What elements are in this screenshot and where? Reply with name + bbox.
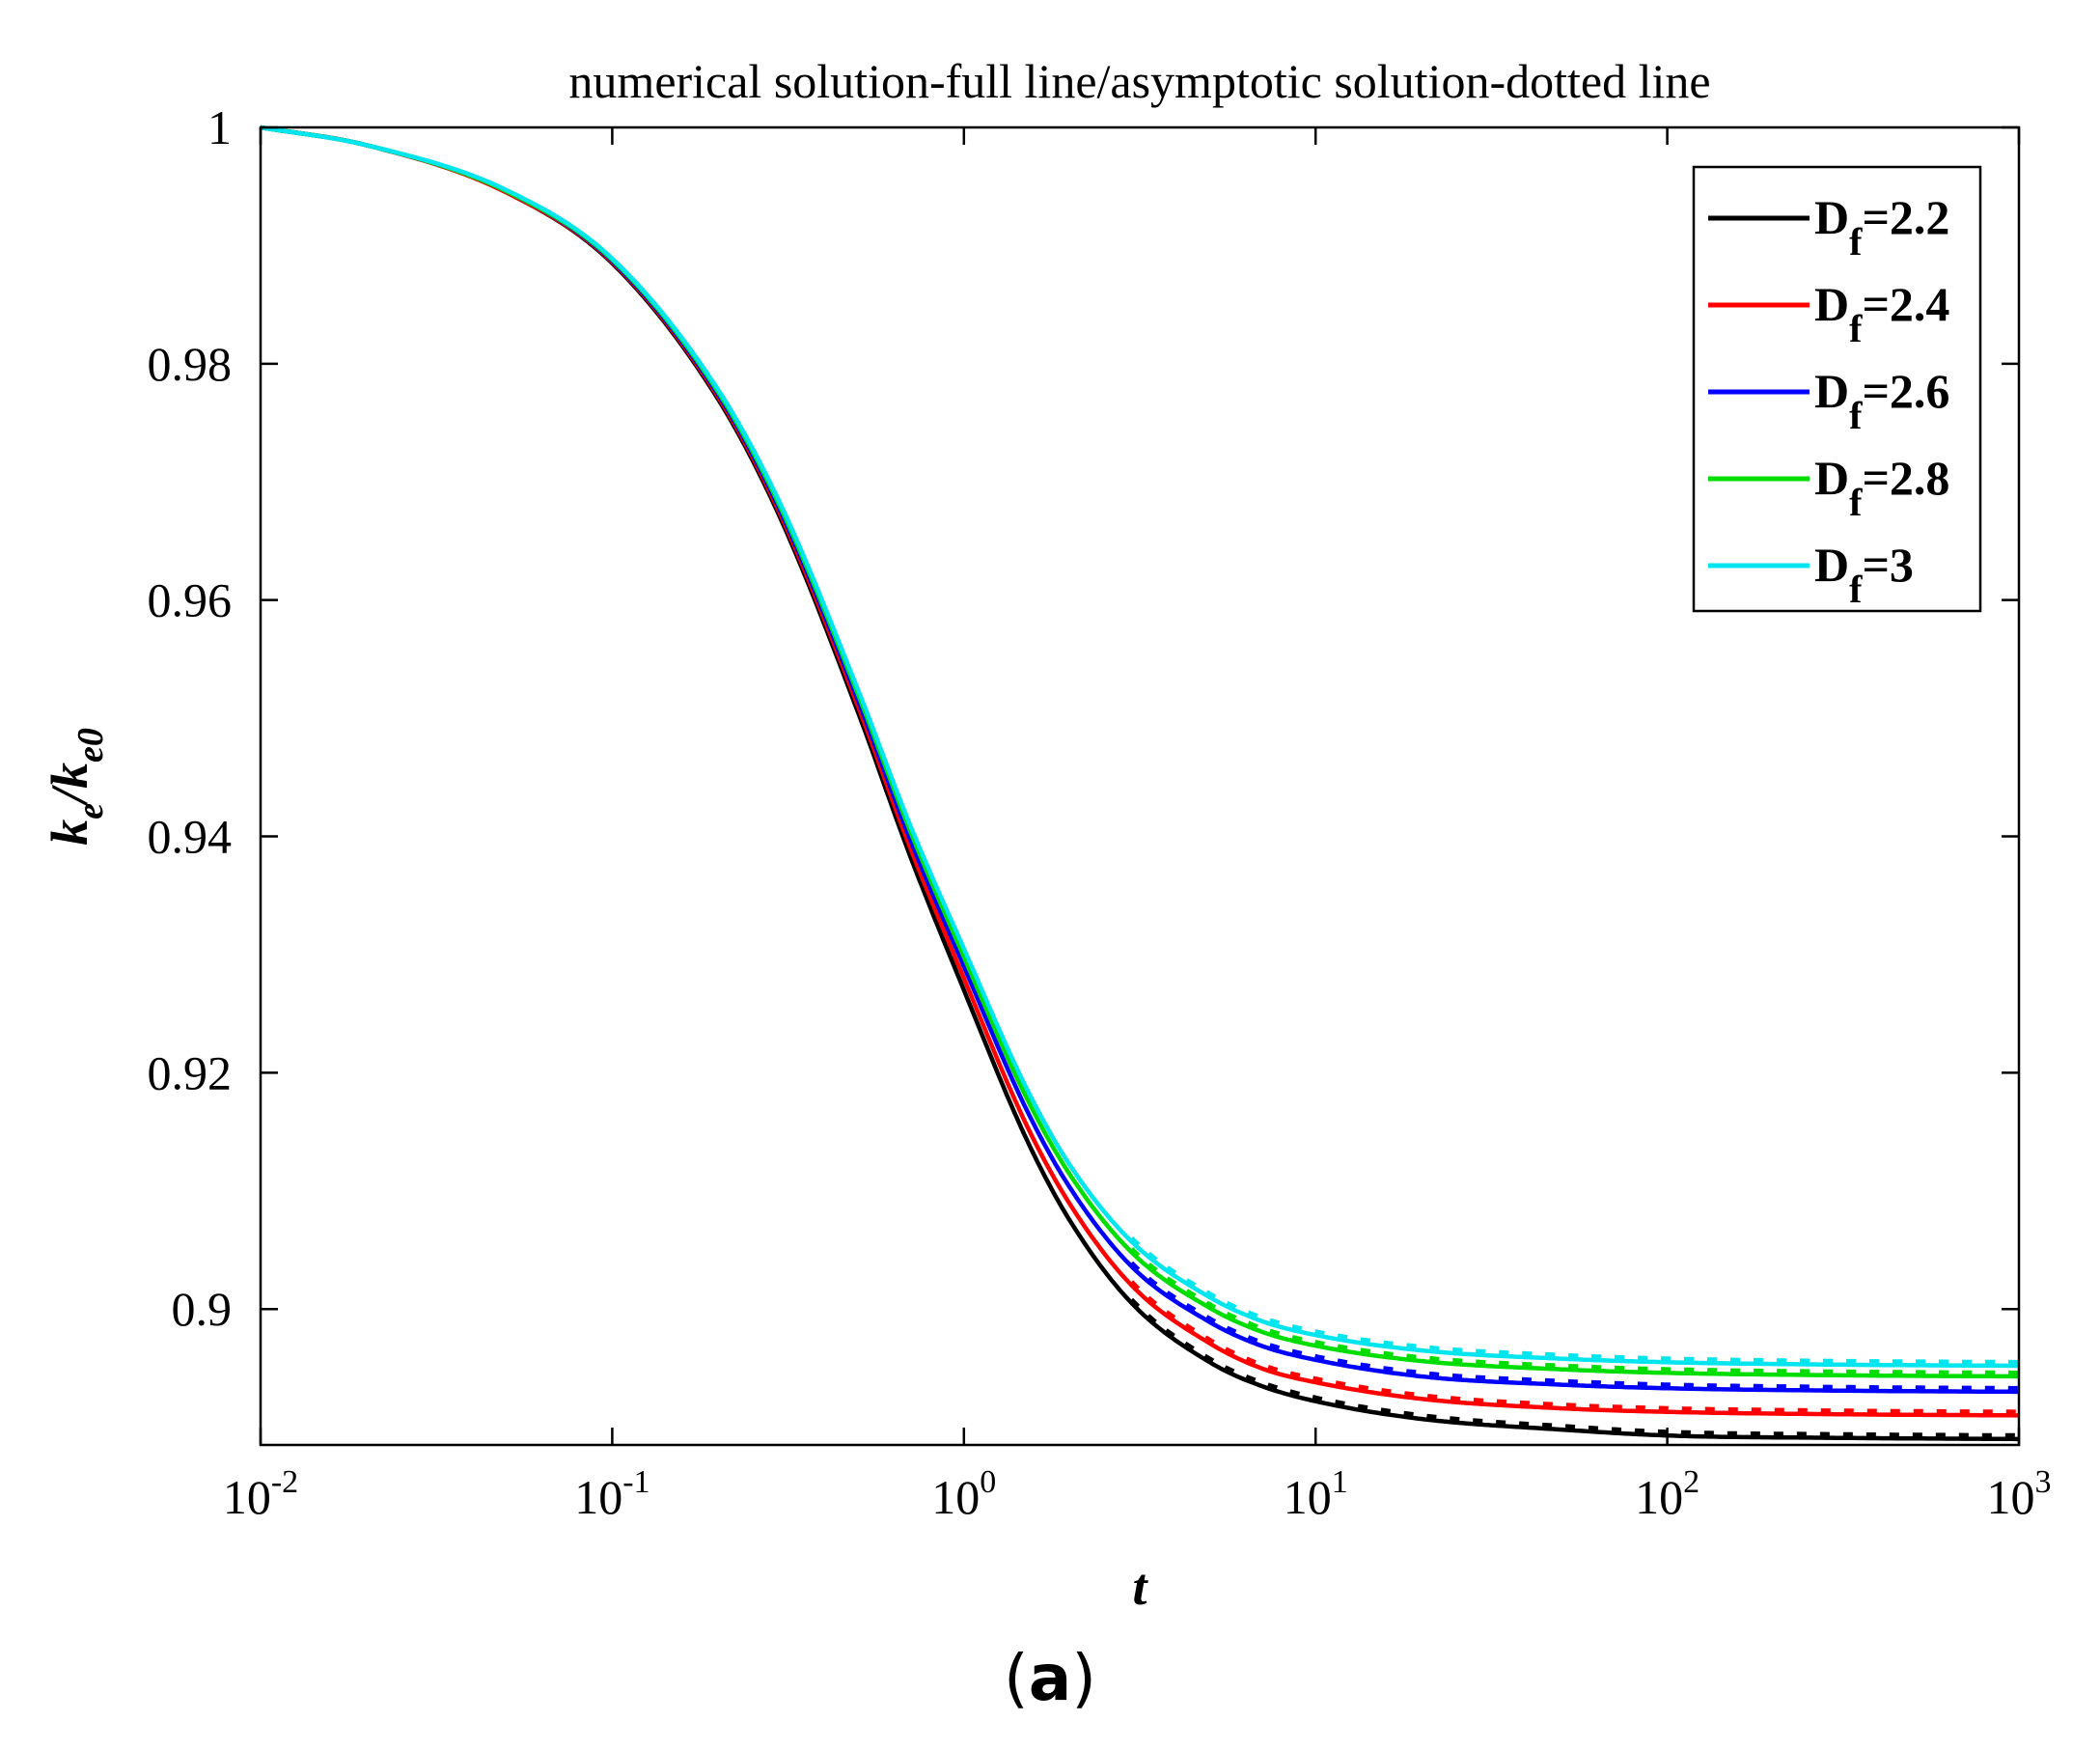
legend-label-4: Df=2.8 (1814, 451, 1949, 524)
x-tick-label-2: 100 (931, 1464, 996, 1524)
y-axis-label-base: k (41, 819, 98, 846)
x-tick-label-1: 10-1 (574, 1464, 649, 1524)
y-tick-labels: 0.9 0.92 0.94 0.96 0.98 1 (148, 100, 233, 1336)
chart-title: numerical solution-full line/asymptotic … (568, 54, 1710, 108)
series-asymptotic-3 (1130, 1261, 2019, 1390)
x-tick-labels: 10-2 10-1 100 101 102 103 (223, 1464, 2052, 1524)
y-axis-label-sub: e (70, 803, 111, 819)
legend-label-5: Df=3 (1814, 538, 1914, 611)
plot-series (260, 125, 2020, 1442)
series-asymptotic-4 (1130, 1247, 2019, 1374)
legend-label-1: Df=2.2 (1814, 190, 1949, 264)
legend-label-2: Df=2.4 (1814, 277, 1949, 350)
legend-box (1692, 165, 1982, 613)
series-line-5 (260, 125, 2019, 1369)
y-axis-label: ke/ke0 (41, 728, 111, 846)
x-tick-label-4: 102 (1635, 1464, 1699, 1524)
legend-label-3: Df=2.6 (1814, 364, 1949, 437)
y-tick-label-0: 0.9 (172, 1282, 233, 1336)
y-axis-label-sub2: e0 (70, 728, 111, 763)
y-tick-label-2: 0.94 (148, 810, 233, 864)
panel-letter: a (1028, 1641, 1072, 1715)
y-tick-label-3: 0.96 (148, 573, 233, 627)
panel-label: (a) (0, 1641, 2100, 1715)
panel-close-paren: ) (1071, 1641, 1097, 1715)
plot-frame (259, 125, 2021, 1447)
y-tick-label-4: 0.98 (148, 337, 233, 391)
series-asymptotic-2 (1130, 1280, 2019, 1414)
series-asymptotic-5 (1130, 1235, 2020, 1364)
x-tick-label-0: 10-2 (223, 1464, 298, 1524)
panel-open-paren: ( (1003, 1641, 1029, 1715)
x-axis-label: t (1132, 1558, 1148, 1616)
y-tick-label-1: 0.92 (148, 1045, 233, 1099)
series-asymptotic-1 (1130, 1297, 2020, 1437)
x-tick-label-3: 101 (1284, 1464, 1348, 1524)
x-tick-label-5: 103 (1987, 1464, 2052, 1524)
y-tick-label-5: 1 (207, 100, 232, 154)
y-axis-label-mid: /k (41, 763, 98, 807)
legend: Df=2.2 Df=2.4 Df=2.6 Df=2.8 Df=3 (1692, 165, 1982, 613)
